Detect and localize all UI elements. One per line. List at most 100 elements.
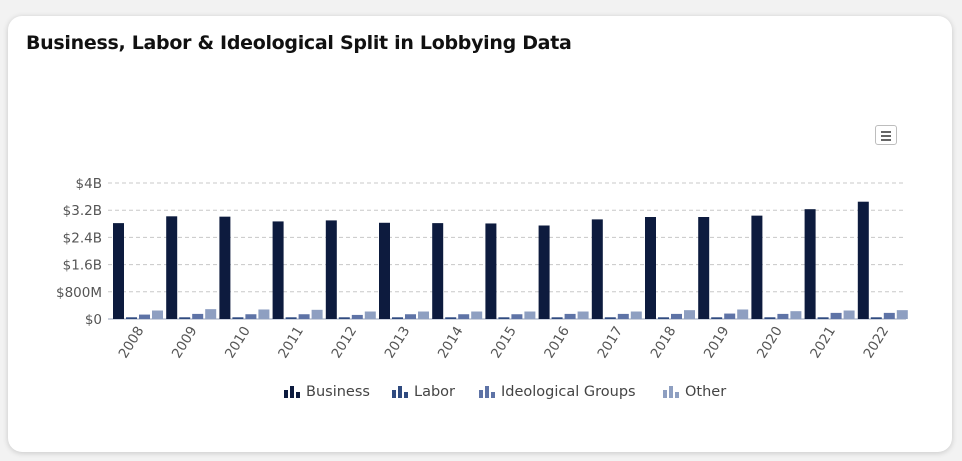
bar-business[interactable] [485,223,497,319]
bar-labor[interactable] [232,317,244,319]
bar-business[interactable] [591,219,603,319]
bar-other[interactable] [790,311,802,319]
bar-other[interactable] [577,311,589,319]
bar-series-icon [479,386,495,398]
chart-card [8,16,952,452]
legend-item-labor[interactable]: Labor [392,384,455,400]
legend-label: Business [306,384,370,400]
bar-business[interactable] [538,225,550,320]
x-tick-label: 2012 [328,324,360,362]
bar-labor[interactable] [604,317,616,319]
bar-other[interactable] [630,311,642,319]
bar-other[interactable] [205,309,217,319]
y-tick-label: $4B [76,176,102,192]
x-tick-label: 2021 [807,324,839,362]
y-tick-label: $0 [85,312,102,328]
bars [113,201,908,320]
menu-line-icon [881,139,891,141]
x-tick-label: 2015 [488,324,520,362]
x-tick-label: 2019 [701,324,733,362]
y-tick-label: $3.2B [63,203,102,219]
bar-business[interactable] [857,201,869,319]
bar-ideological-groups[interactable] [458,314,470,319]
bar-business[interactable] [698,217,710,319]
legend-label: Other [685,384,726,400]
y-tick-label: $2.4B [63,230,102,246]
bar-ideological-groups[interactable] [192,313,204,319]
bar-ideological-groups[interactable] [724,313,736,319]
legend-label: Ideological Groups [501,384,636,400]
bar-labor[interactable] [285,317,297,319]
bar-business[interactable] [804,209,816,319]
x-tick-label: 2008 [116,324,148,362]
bar-labor[interactable] [551,317,563,319]
x-tick-label: 2014 [435,324,467,362]
bar-other[interactable] [684,310,695,319]
bar-business[interactable] [166,216,178,319]
bar-ideological-groups[interactable] [511,314,523,319]
bar-business[interactable] [432,223,444,319]
bar-labor[interactable] [126,317,137,319]
bar-ideological-groups[interactable] [564,313,576,319]
x-axis: 2008 2009 2010 2011 2012 2013 2014 2015 2016 2017… [116,324,893,362]
bar-other[interactable] [524,311,536,319]
bar-labor[interactable] [179,317,191,319]
bar-labor[interactable] [658,317,669,319]
bar-series-icon [392,386,408,398]
bar-business[interactable] [325,220,337,319]
bar-business[interactable] [272,221,284,319]
bar-business[interactable] [379,222,390,319]
bar-ideological-groups[interactable] [245,314,257,319]
bar-ideological-groups[interactable] [139,314,150,319]
bar-business[interactable] [645,217,656,319]
bar-business[interactable] [219,216,231,319]
bar-other[interactable] [737,309,749,319]
chart-menu-button[interactable] [875,125,897,145]
bar-other[interactable] [311,309,323,319]
menu-line-icon [881,135,891,137]
bar-business[interactable] [751,215,763,319]
bar-other[interactable] [418,311,429,319]
bar-other[interactable] [843,310,855,320]
bar-series-icon [663,386,679,398]
x-tick-label: 2016 [541,324,573,362]
x-tick-label: 2011 [275,324,307,362]
bar-labor[interactable] [445,317,457,319]
bar-ideological-groups[interactable] [617,313,629,319]
bar-ideological-groups[interactable] [298,314,310,319]
bar-ideological-groups[interactable] [830,312,842,319]
legend-label: Labor [414,384,455,400]
x-tick-label: 2013 [382,324,414,362]
chart-title: Business, Labor & Ideological Split in L… [26,32,572,54]
x-tick-label: 2020 [754,324,786,362]
y-tick-label: $800M [56,285,102,301]
bar-labor[interactable] [870,317,882,319]
y-tick-label: $1.6B [63,258,102,274]
bar-ideological-groups[interactable] [671,313,682,319]
bar-ideological-groups[interactable] [405,314,416,319]
bar-other[interactable] [471,311,483,319]
bar-other[interactable] [896,310,908,319]
bar-labor[interactable] [764,317,776,319]
bar-labor[interactable] [392,317,403,319]
bar-other[interactable] [258,309,270,319]
x-tick-label: 2010 [222,324,254,362]
y-axis: $0 $800M $1.6B $2.4B $3.2B $4B [56,176,906,328]
bar-ideological-groups[interactable] [777,313,789,319]
legend-item-other[interactable]: Other [663,384,726,400]
bar-labor[interactable] [817,317,829,319]
x-tick-label: 2009 [169,324,201,362]
bar-ideological-groups[interactable] [883,312,895,319]
legend[interactable]: Business Labor Ideological Groups Other [284,384,726,400]
legend-item-ideological-groups[interactable]: Ideological Groups [479,384,636,400]
bar-labor[interactable] [338,317,350,319]
bar-other[interactable] [152,310,163,320]
bar-labor[interactable] [498,317,510,319]
bar-labor[interactable] [711,317,723,319]
bar-ideological-groups[interactable] [351,314,363,319]
legend-item-business[interactable]: Business [284,384,370,400]
bar-business[interactable] [113,223,124,319]
x-tick-label: 2017 [594,324,626,362]
bar-other[interactable] [364,311,376,319]
